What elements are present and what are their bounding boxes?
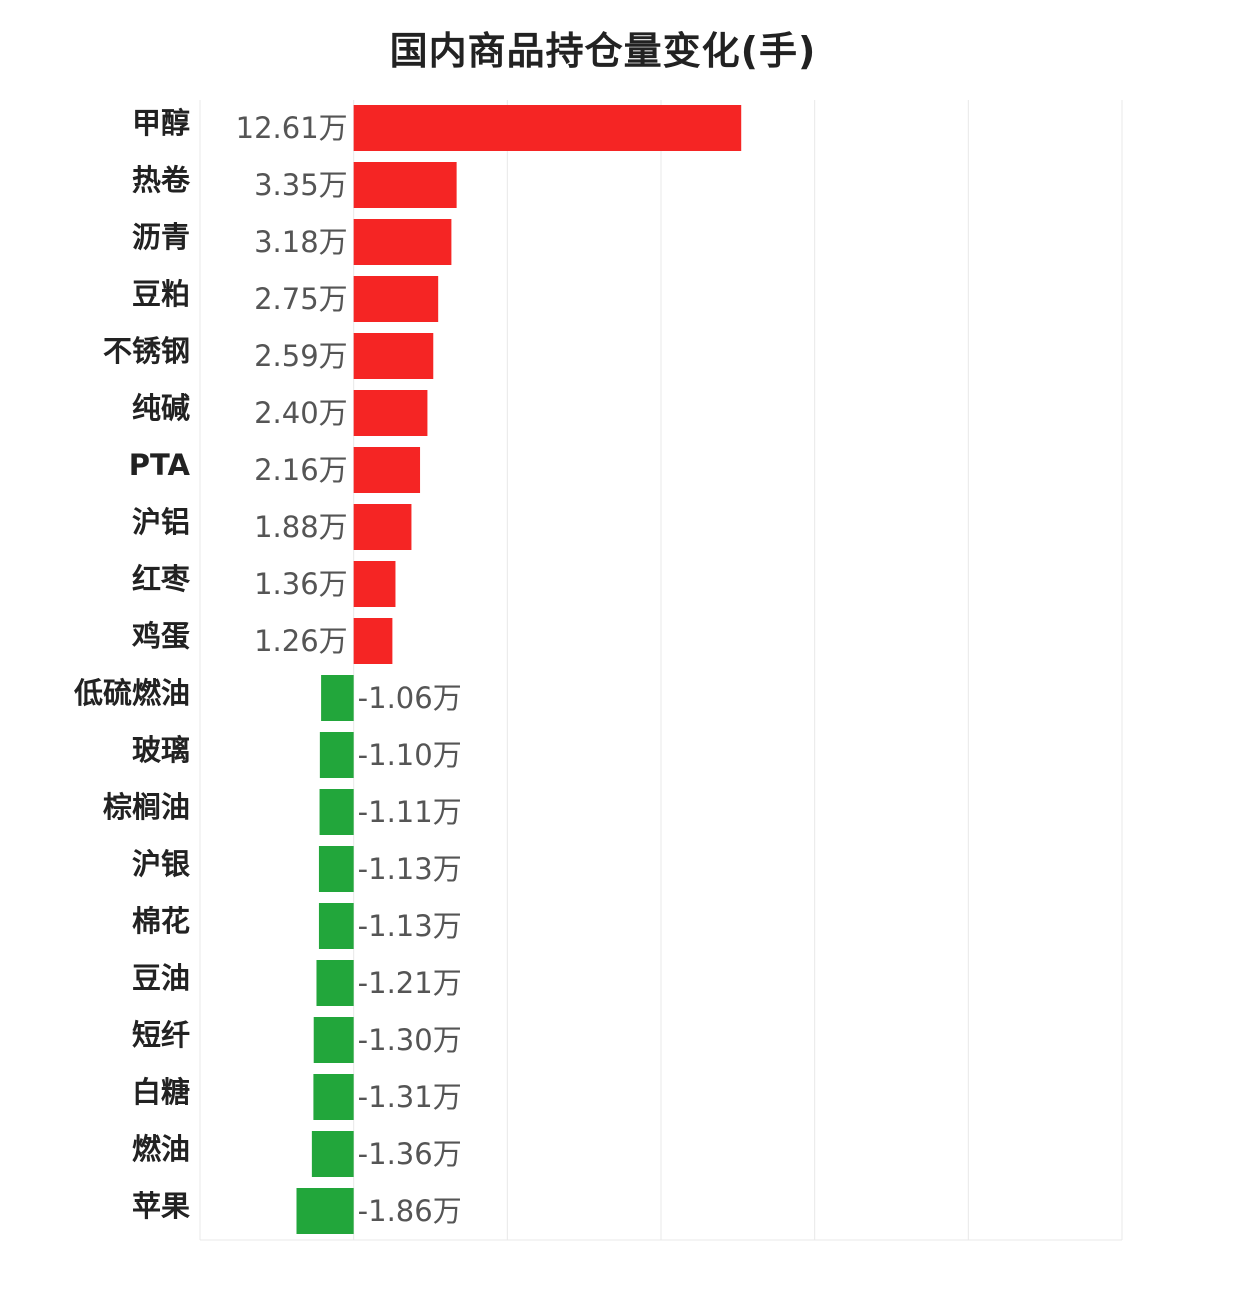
bar bbox=[318, 846, 354, 892]
data-label: -1.30万 bbox=[358, 1023, 462, 1057]
bar bbox=[321, 675, 354, 721]
category-label: 沪银 bbox=[132, 847, 190, 881]
category-label: PTA bbox=[129, 448, 191, 482]
bar bbox=[353, 105, 742, 151]
bar bbox=[313, 1074, 354, 1120]
data-label: -1.06万 bbox=[358, 681, 462, 715]
bar bbox=[353, 447, 421, 493]
category-label: 甲醇 bbox=[132, 106, 190, 140]
data-label: -1.36万 bbox=[358, 1137, 462, 1171]
data-label: -1.13万 bbox=[358, 909, 462, 943]
category-label: 豆油 bbox=[132, 961, 190, 995]
bar bbox=[353, 561, 396, 607]
bar bbox=[318, 903, 354, 949]
category-label: 鸡蛋 bbox=[132, 619, 190, 653]
data-label: 1.88万 bbox=[254, 510, 348, 544]
bar bbox=[316, 960, 354, 1006]
data-label: 3.18万 bbox=[254, 225, 348, 259]
category-label: 红枣 bbox=[132, 562, 191, 596]
data-label: -1.10万 bbox=[358, 738, 462, 772]
category-label: 白糖 bbox=[132, 1075, 190, 1109]
category-label: 玻璃 bbox=[132, 733, 190, 767]
data-label: -1.13万 bbox=[358, 852, 462, 886]
data-label: -1.31万 bbox=[358, 1080, 462, 1114]
data-label: 2.40万 bbox=[254, 396, 348, 430]
category-label: 纯碱 bbox=[132, 391, 190, 425]
data-label: -1.21万 bbox=[358, 966, 462, 1000]
category-label: 棉花 bbox=[132, 904, 190, 938]
category-label: 沥青 bbox=[132, 220, 190, 254]
data-label: 3.35万 bbox=[254, 168, 348, 202]
chart-title: 国内商品持仓量变化(手) bbox=[389, 29, 817, 73]
category-label: 热卷 bbox=[132, 163, 191, 197]
bar bbox=[313, 1017, 354, 1063]
category-label: 燃油 bbox=[132, 1132, 190, 1166]
bar bbox=[353, 276, 439, 322]
data-label: -1.86万 bbox=[358, 1194, 462, 1228]
bar bbox=[353, 504, 412, 550]
category-label: 苹果 bbox=[132, 1189, 190, 1223]
data-label: 2.59万 bbox=[254, 339, 348, 373]
category-label: 豆粕 bbox=[132, 277, 190, 311]
category-label: 沪铝 bbox=[132, 505, 190, 539]
bar bbox=[296, 1188, 354, 1234]
data-label: 1.36万 bbox=[254, 567, 348, 601]
bar bbox=[353, 618, 393, 664]
data-label: 2.16万 bbox=[254, 453, 348, 487]
bar bbox=[353, 390, 428, 436]
bar bbox=[353, 162, 457, 208]
bar bbox=[319, 789, 354, 835]
bars bbox=[296, 105, 742, 1234]
category-label: 不锈钢 bbox=[103, 334, 190, 368]
data-label: -1.11万 bbox=[358, 795, 462, 829]
data-label: 1.26万 bbox=[254, 624, 348, 658]
category-label: 低硫燃油 bbox=[73, 676, 190, 710]
data-label: 2.75万 bbox=[254, 282, 348, 316]
bar bbox=[319, 732, 354, 778]
bar bbox=[353, 219, 452, 265]
grid-lines bbox=[199, 100, 1123, 1241]
bar bbox=[353, 333, 434, 379]
bar bbox=[311, 1131, 354, 1177]
category-label: 棕榈油 bbox=[103, 790, 190, 824]
data-label: 12.61万 bbox=[236, 111, 348, 145]
category-label: 短纤 bbox=[132, 1018, 190, 1052]
